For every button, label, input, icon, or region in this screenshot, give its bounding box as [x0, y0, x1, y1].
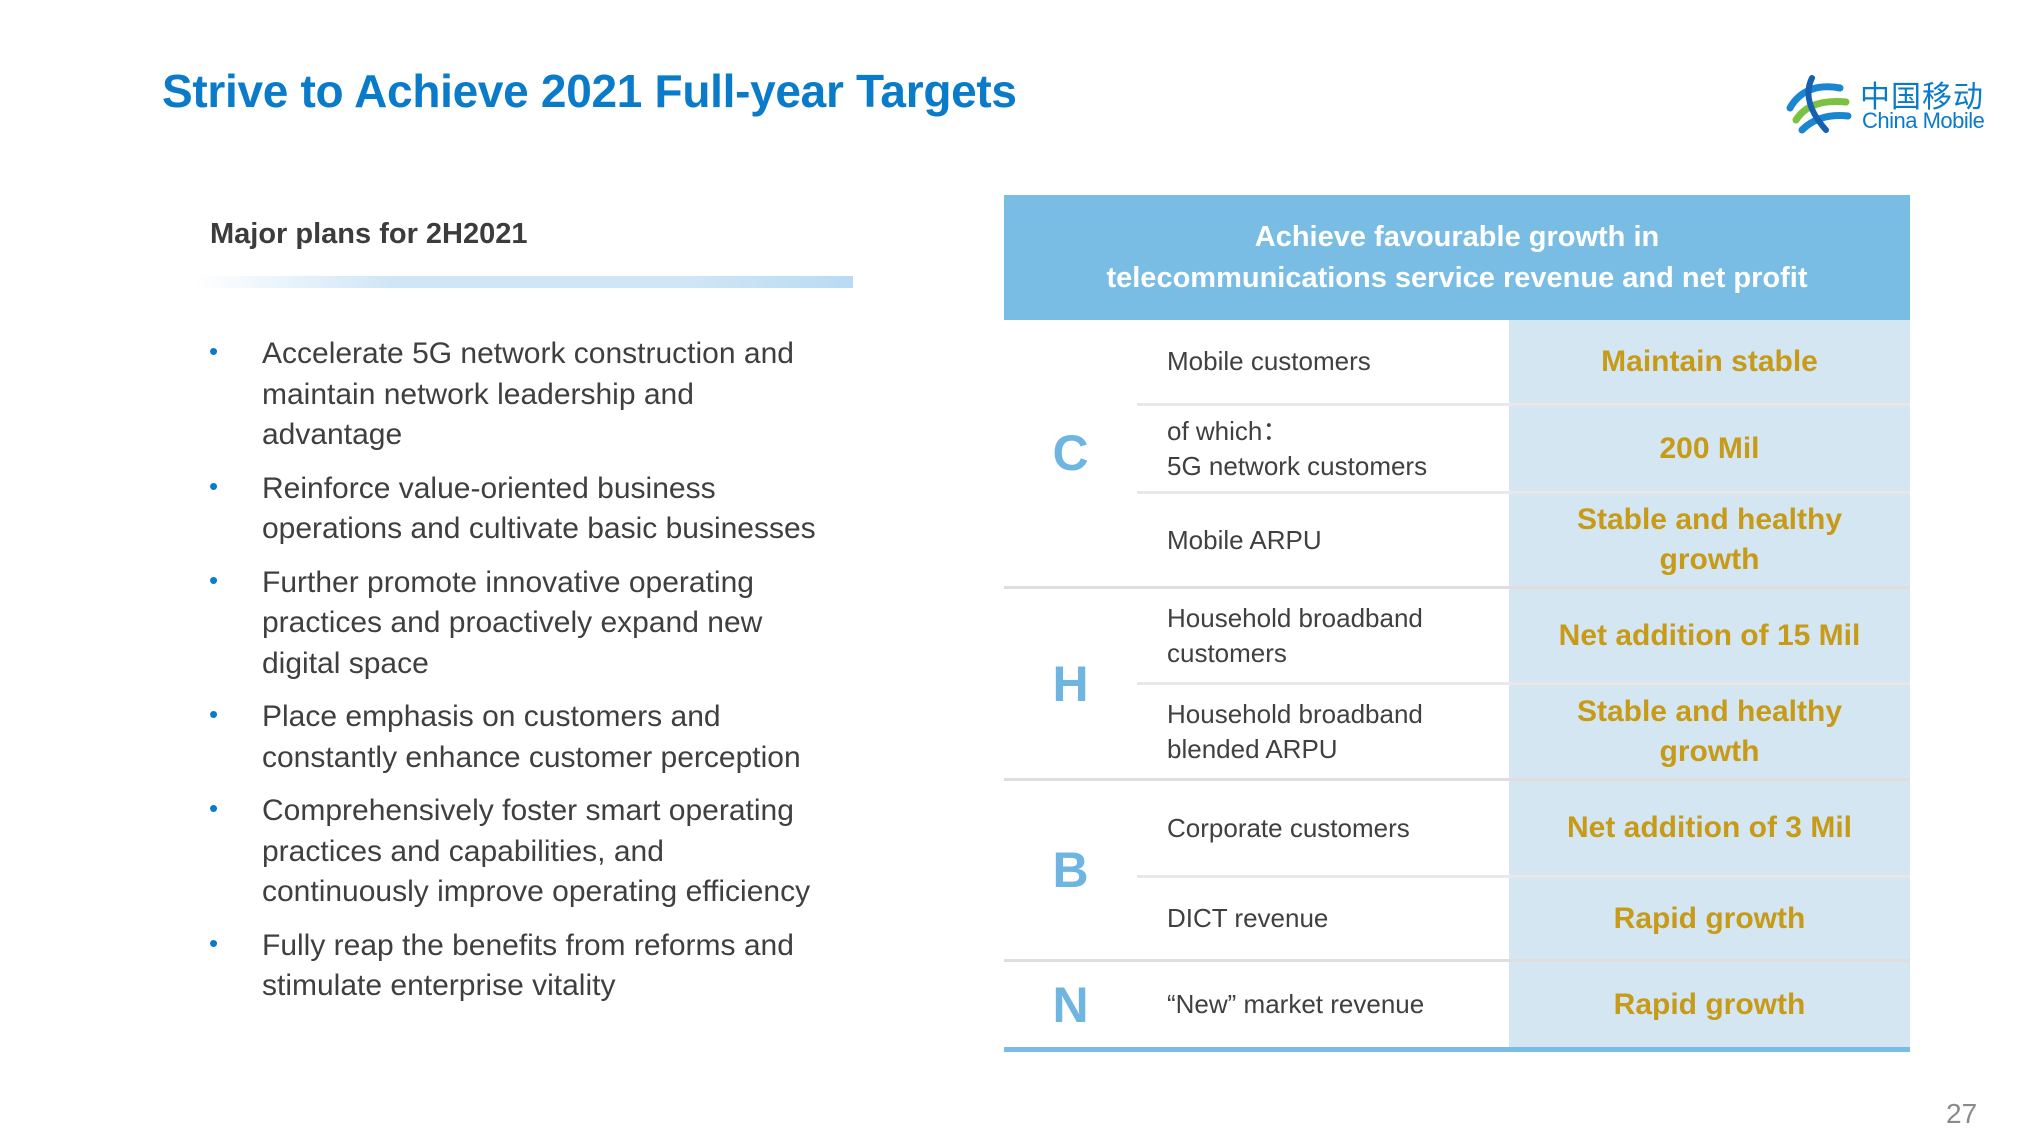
bullet-icon: • — [209, 699, 219, 729]
list-item: • Reinforce value-oriented business oper… — [205, 469, 865, 550]
table-bottom-border — [1004, 1047, 1910, 1052]
plans-heading-underline — [195, 276, 853, 288]
group-divider — [1004, 778, 1910, 781]
table-header: Achieve favourable growth in telecommuni… — [1004, 195, 1910, 320]
row-divider — [1137, 403, 1910, 406]
bullet-icon: • — [209, 564, 219, 595]
bullet-icon: • — [209, 927, 219, 958]
logo-english-text: China Mobile — [1862, 108, 1985, 133]
list-item: • Fully reap the benefits from reforms a… — [205, 926, 865, 1007]
table-row-metric: Household broadband blended ARPU — [1167, 698, 1423, 764]
table-row-target: Stable and healthy growth — [1576, 694, 1843, 768]
table-row-target: Stable and healthy growth — [1576, 503, 1843, 576]
table-row-metric: Corporate customers — [1167, 812, 1410, 843]
table-row-metric: Household broadband customers — [1167, 602, 1423, 668]
table-row-target: Net addition of 3 Mil — [1567, 811, 1852, 844]
bullet-text: Comprehensively foster smart operating p… — [262, 794, 811, 908]
group-letter-b: B — [1052, 842, 1089, 898]
list-item: • Place emphasis on customers and consta… — [205, 697, 865, 778]
row-divider — [1137, 491, 1910, 494]
table-row-target: Maintain stable — [1601, 344, 1818, 378]
table-row-target: Rapid growth — [1613, 901, 1806, 935]
group-letter-h: H — [1052, 655, 1089, 712]
table-row-metric: Mobile customers — [1167, 346, 1371, 376]
list-item: • Comprehensively foster smart operating… — [205, 791, 865, 913]
bullet-text: Further promote innovative operating pra… — [262, 565, 763, 680]
list-item: • Accelerate 5G network construction and… — [205, 334, 865, 456]
table-row-metric: of which： 5G network customers — [1167, 415, 1428, 481]
plans-heading: Major plans for 2H2021 — [210, 218, 528, 250]
bullet-text: Fully reap the benefits from reforms and… — [262, 928, 794, 1003]
table-row-target: 200 Mil — [1659, 431, 1760, 465]
table-row-metric: “New” market revenue — [1167, 989, 1425, 1019]
targets-table: Achieve favourable growth in telecommuni… — [1004, 195, 1910, 1053]
page-number: 27 — [1946, 1098, 1978, 1129]
group-letter-c: C — [1052, 425, 1089, 481]
bullet-text: Accelerate 5G network construction and m… — [262, 337, 794, 451]
group-letter-n: N — [1052, 976, 1089, 1033]
table-row-metric: DICT revenue — [1167, 903, 1329, 933]
group-divider — [1004, 586, 1910, 589]
china-mobile-swirl-icon — [1786, 75, 1852, 134]
row-divider — [1137, 682, 1910, 685]
table-row-metric: Mobile ARPU — [1167, 524, 1322, 555]
list-item: • Further promote innovative operating p… — [205, 563, 865, 685]
bullet-icon: • — [209, 336, 219, 366]
bullet-text: Reinforce value-oriented business operat… — [262, 471, 816, 546]
group-divider — [1004, 959, 1910, 962]
row-divider — [1137, 875, 1910, 878]
plans-bullet-list: • Accelerate 5G network construction and… — [205, 334, 865, 1020]
china-mobile-logo: 中国移动 China Mobile — [1782, 68, 1992, 140]
bullet-icon: • — [209, 470, 219, 501]
table-row-target: Rapid growth — [1613, 987, 1806, 1021]
page-title: Strive to Achieve 2021 Full-year Targets — [162, 65, 1017, 117]
table-row-target: Net addition of 15 Mil — [1558, 618, 1861, 652]
logo-chinese-text: 中国移动 — [1860, 80, 1984, 115]
bullet-text: Place emphasis on customers and constant… — [262, 700, 801, 774]
bullet-icon: • — [209, 793, 219, 823]
